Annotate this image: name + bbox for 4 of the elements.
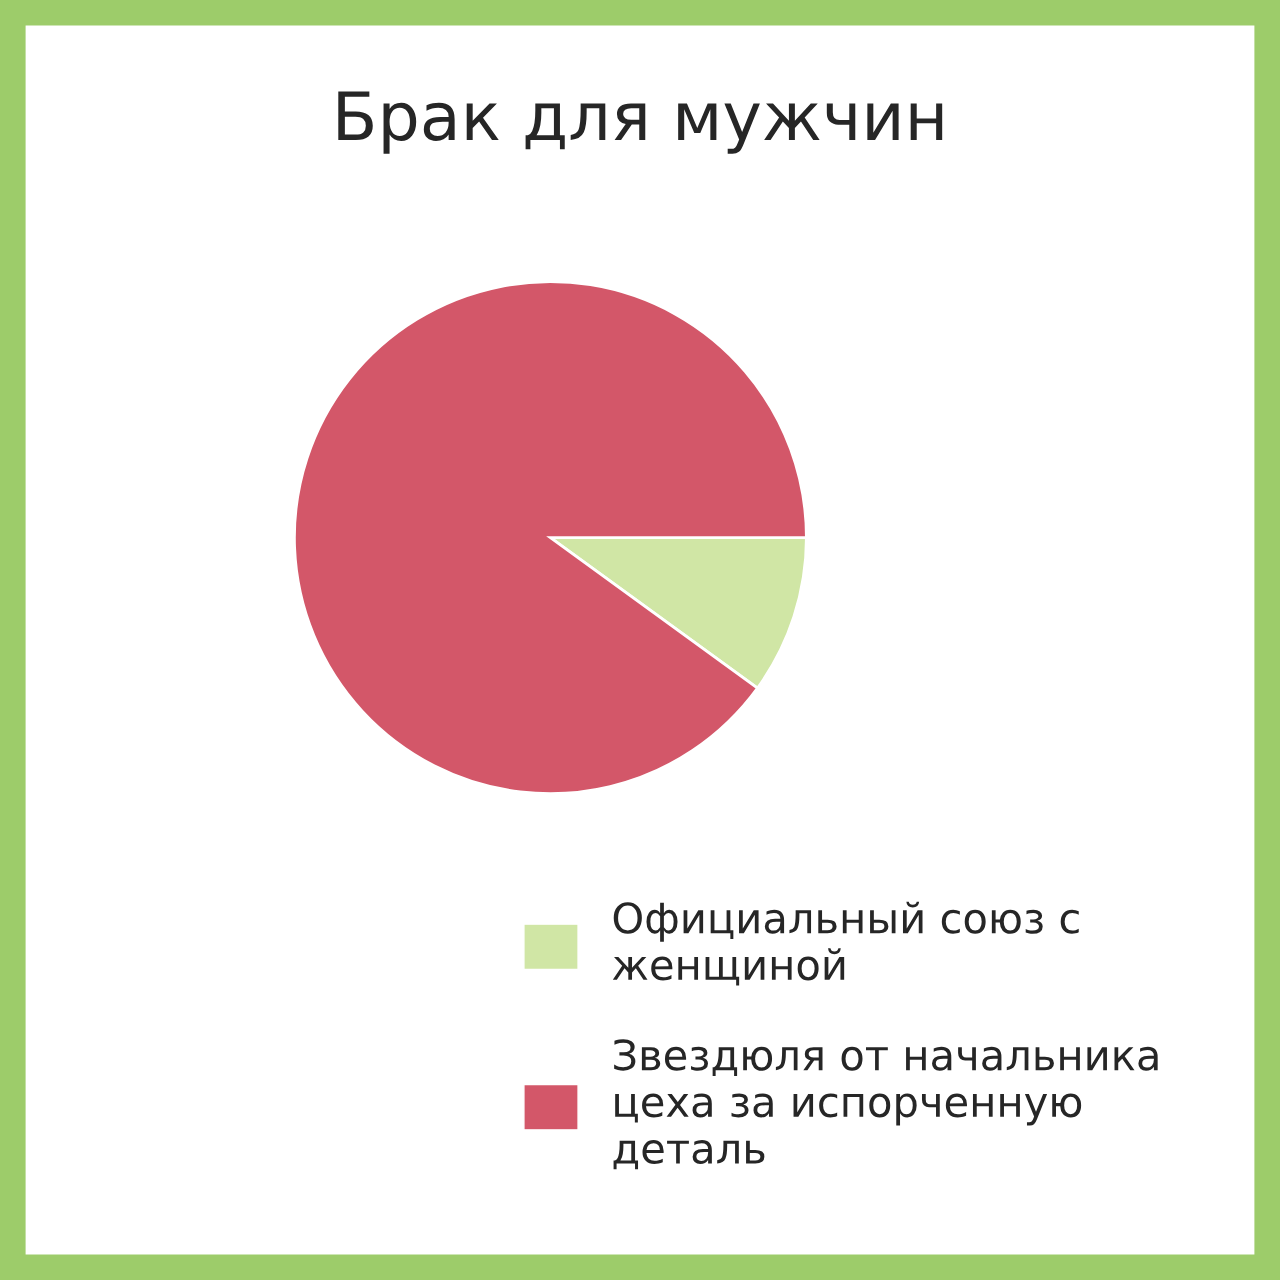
legend-label: Официальный союз с женщиной: [612, 901, 1079, 986]
pie-slice: [293, 280, 808, 795]
chart-title: Брак для мужчин: [338, 91, 943, 154]
legend-label: Звездюля от начальника цеха за испорченную деталь: [613, 1039, 1158, 1170]
